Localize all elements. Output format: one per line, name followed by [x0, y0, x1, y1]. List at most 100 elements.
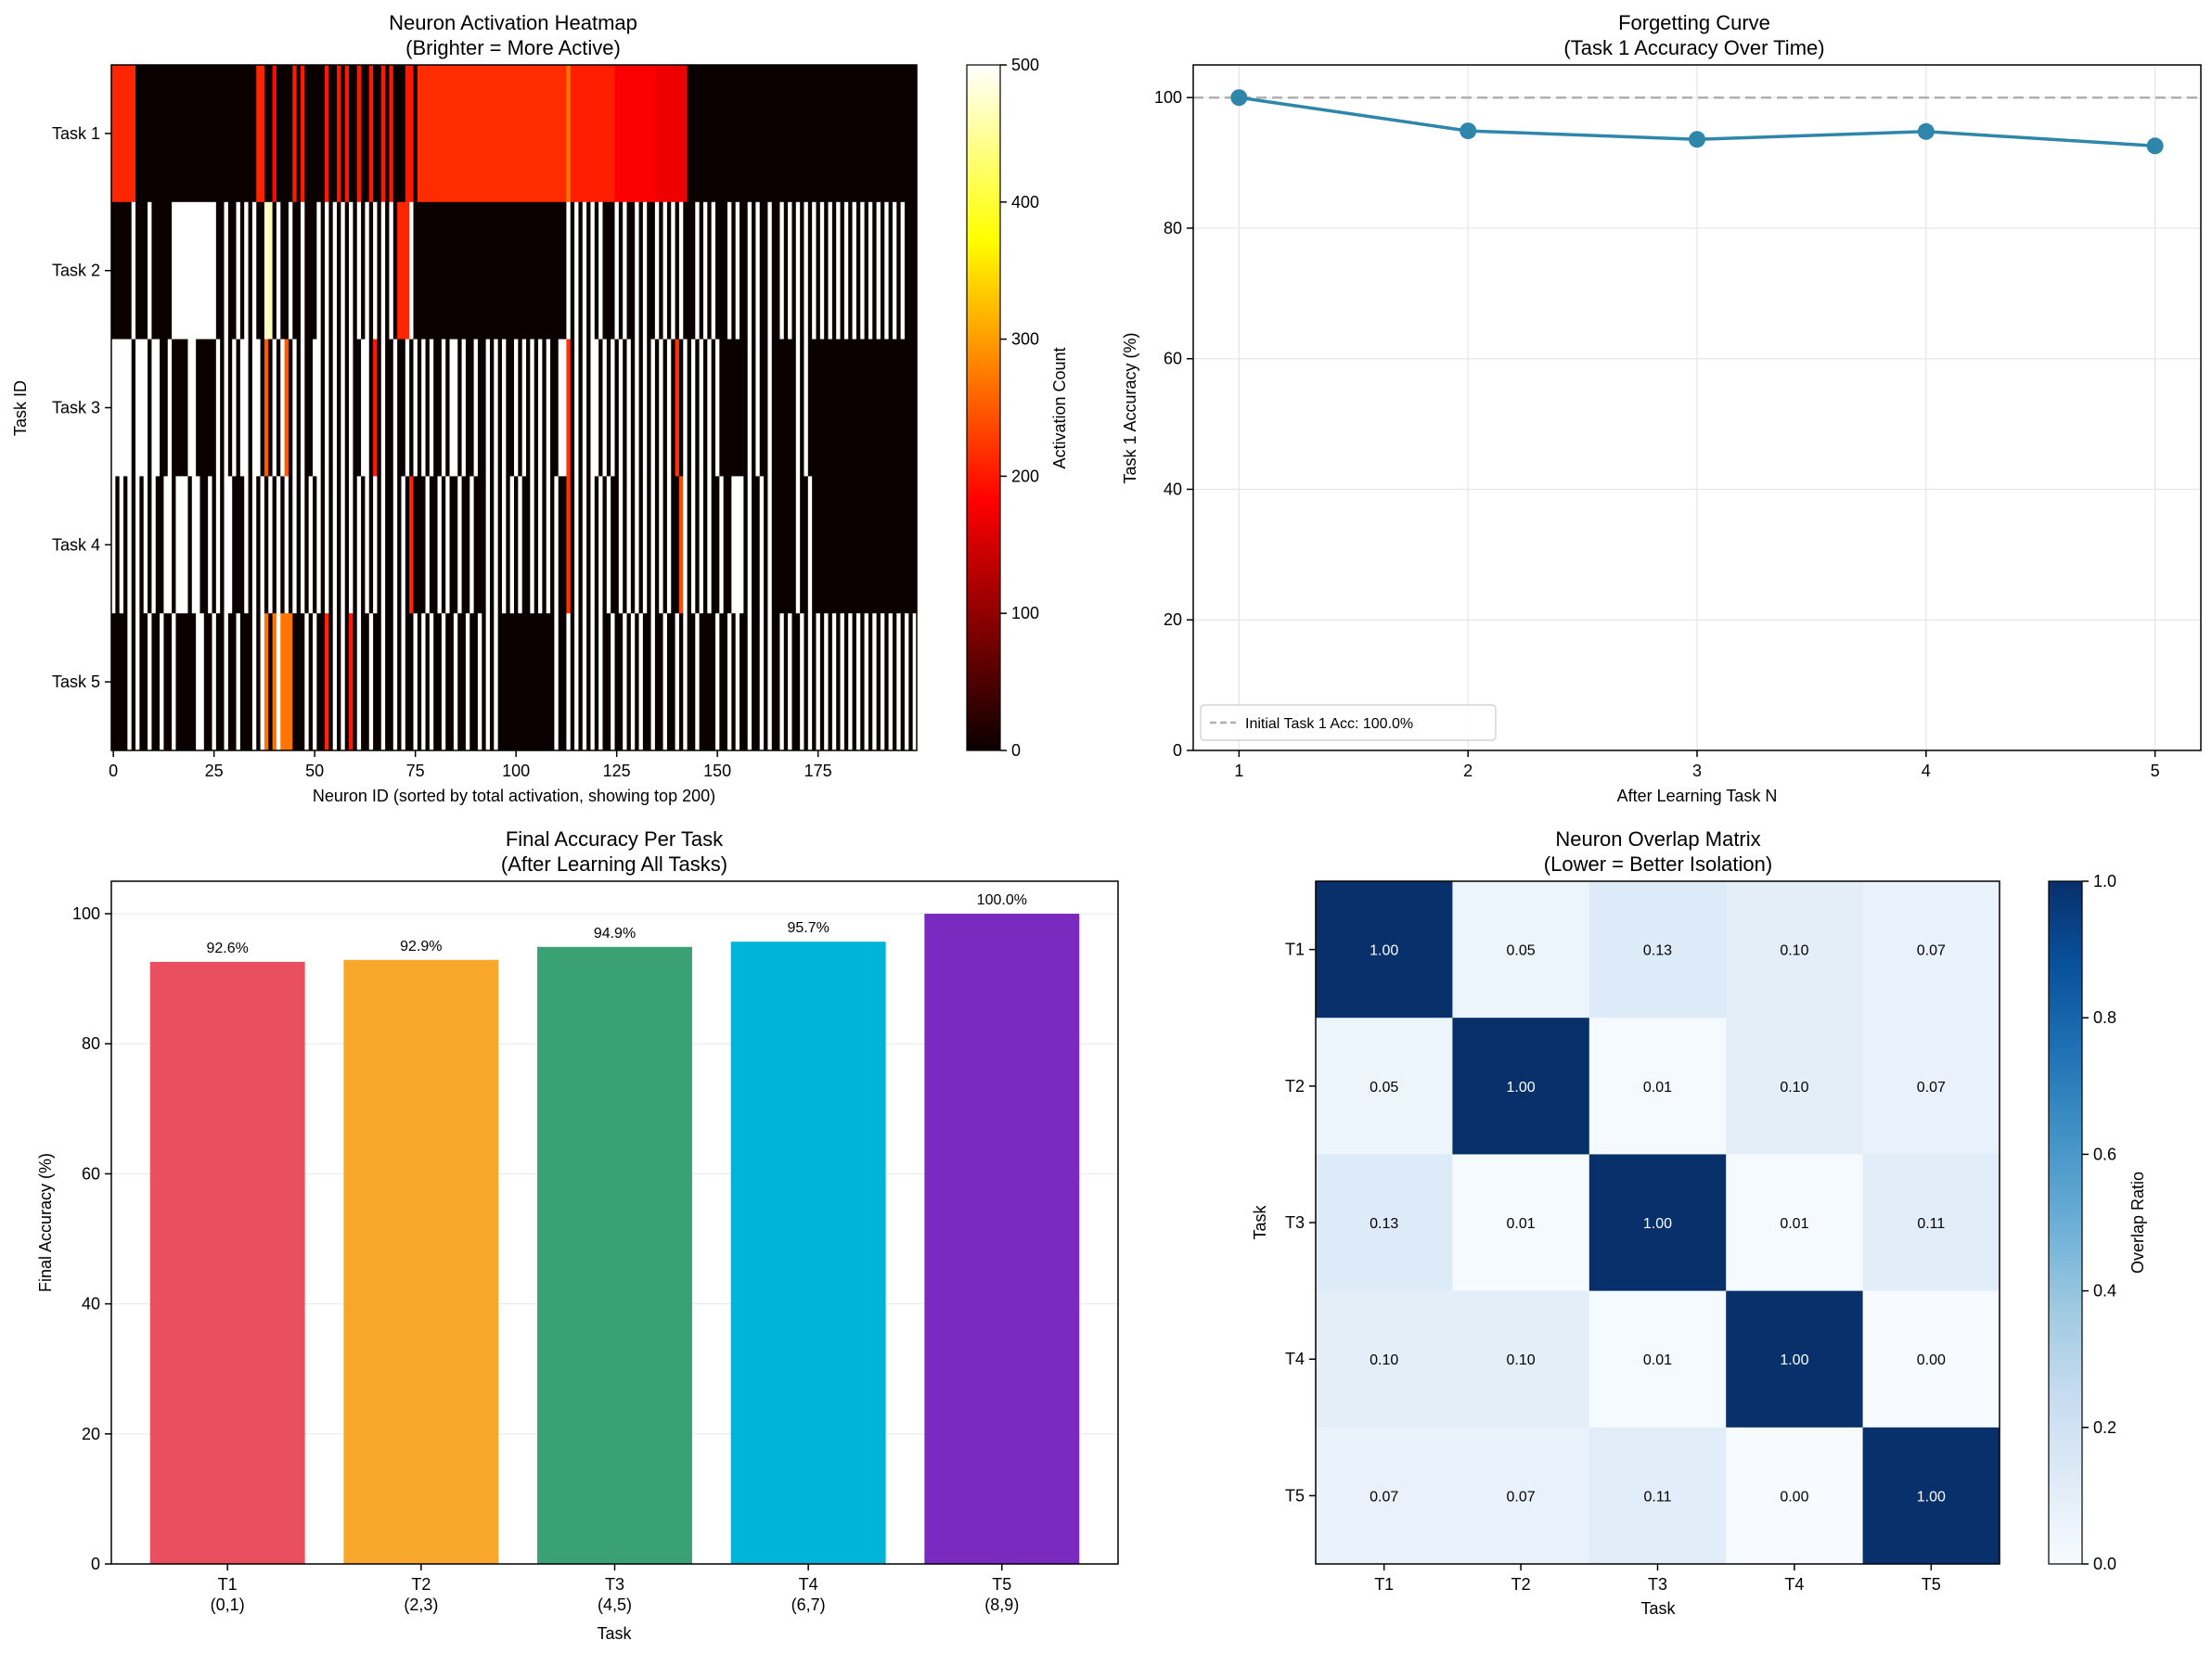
activation-cell — [755, 339, 761, 477]
activation-cell — [892, 613, 897, 751]
x-tick-label: T2 — [1511, 1575, 1531, 1594]
activation-cell — [163, 476, 173, 614]
activation-cell — [695, 476, 701, 614]
activation-cell — [719, 613, 728, 751]
activation-cell — [332, 339, 338, 477]
activation-cell — [662, 339, 668, 477]
activation-cell — [666, 201, 672, 340]
activation-cell — [380, 613, 386, 751]
activation-cell — [397, 476, 402, 614]
activation-xlabel: Neuron ID (sorted by total activation, s… — [313, 787, 715, 805]
activation-cell — [566, 65, 572, 203]
activation-cell — [160, 339, 169, 477]
activation-cell — [328, 201, 334, 340]
y-tick-label: T4 — [1285, 1350, 1305, 1368]
accuracy-bar — [730, 942, 886, 1564]
activation-cell — [690, 339, 696, 477]
activation-cell — [699, 201, 704, 340]
activation-cell — [380, 476, 386, 614]
activation-cell — [896, 201, 902, 340]
activation-cell — [220, 476, 225, 614]
activation-cell — [244, 201, 249, 340]
activation-cell — [546, 339, 551, 477]
activation-cell — [292, 201, 302, 340]
overlap-cell — [1316, 1018, 1453, 1155]
overlap-cell-label: 1.00 — [1917, 1489, 1946, 1505]
activation-cell — [389, 65, 394, 203]
colorbar-tick-label: 400 — [1011, 193, 1039, 211]
activation-cell — [477, 339, 487, 477]
activation-cell — [860, 613, 865, 751]
activation-cell — [816, 613, 821, 751]
activation-cell — [461, 476, 470, 614]
activation-cell — [771, 339, 797, 477]
activation-cell — [441, 339, 446, 477]
activation-cell — [687, 65, 918, 203]
activation-cell — [111, 476, 116, 614]
forgetting-legend: Initial Task 1 Acc: 100.0% — [1200, 704, 1497, 741]
activation-cell — [344, 339, 350, 477]
overlap-colorbar — [2048, 880, 2083, 1565]
activation-cell — [864, 201, 869, 340]
activation-cell — [771, 476, 797, 614]
overlap-cell-label: 0.10 — [1370, 1352, 1398, 1368]
activation-x-ticks: 0 25 50 75 100 125 150 175 — [109, 750, 832, 780]
activation-cell — [151, 476, 157, 614]
overlap-cell — [1316, 1290, 1453, 1429]
activation-cell — [795, 476, 801, 614]
overlap-cell-label: 0.07 — [1507, 1489, 1536, 1505]
activation-cell — [465, 613, 470, 751]
activation-cell — [368, 476, 374, 614]
overlap-subtitle: (Lower = Better Isolation) — [1544, 852, 1772, 876]
activation-cell — [272, 613, 277, 751]
overlap-cell-label: 0.01 — [1643, 1352, 1672, 1368]
overlap-cell-label: 0.05 — [1370, 1080, 1398, 1096]
bar-value-label: 92.6% — [207, 941, 249, 956]
overlap-xlabel: Task — [1640, 1599, 1676, 1618]
activation-cell — [578, 613, 584, 751]
activation-cell — [304, 65, 326, 203]
activation-cell — [683, 476, 688, 614]
activation-cell — [485, 613, 491, 751]
activation-cell — [650, 339, 656, 477]
activation-cell — [855, 201, 861, 340]
activation-cell — [623, 339, 627, 477]
activation-cell — [276, 339, 281, 477]
activation-cell — [361, 201, 366, 340]
y-tick-label: 0 — [1173, 741, 1182, 760]
final-accuracy-subtitle: (After Learning All Tasks) — [501, 852, 727, 876]
activation-cell — [611, 339, 615, 477]
overlap-cell — [1452, 1290, 1590, 1429]
forgetting-subtitle: (Task 1 Accuracy Over Time) — [1563, 36, 1824, 59]
activation-cell — [812, 476, 918, 614]
activation-cell — [687, 339, 692, 477]
activation-cell — [807, 476, 813, 614]
activation-cell — [401, 613, 406, 751]
activation-cell — [747, 476, 752, 614]
final-accuracy-title: Final Accuracy Per Task — [506, 827, 724, 851]
y-tick-label: T5 — [1285, 1486, 1305, 1505]
activation-cell — [678, 201, 684, 340]
activation-cell — [425, 613, 431, 751]
activation-cell — [304, 476, 310, 614]
activation-cell — [380, 65, 386, 203]
activation-cell — [759, 613, 765, 751]
activation-cell — [127, 613, 133, 751]
activation-cell — [260, 339, 265, 477]
activation-cell — [344, 613, 350, 751]
overlap-cell — [1726, 1427, 1863, 1565]
activation-cell — [707, 339, 713, 477]
activation-cell — [635, 476, 639, 614]
overlap-cell-label: 0.07 — [1370, 1489, 1398, 1505]
activation-cell — [276, 476, 281, 614]
activation-cell — [244, 476, 249, 614]
final-accuracy-y-ticks: 0 20 40 60 80 100 — [72, 904, 111, 1573]
colorbar-tick-label: 1.0 — [2093, 872, 2116, 891]
overlap-cell-label: 0.11 — [1644, 1489, 1672, 1505]
colorbar-tick-label: 300 — [1011, 330, 1039, 349]
activation-cell — [666, 476, 672, 614]
activation-cell — [570, 476, 575, 614]
overlap-matrix-panel: Neuron Overlap Matrix (Lower = Better Is… — [1251, 827, 2147, 1618]
activation-cell — [457, 339, 462, 477]
activation-cell — [872, 613, 877, 751]
